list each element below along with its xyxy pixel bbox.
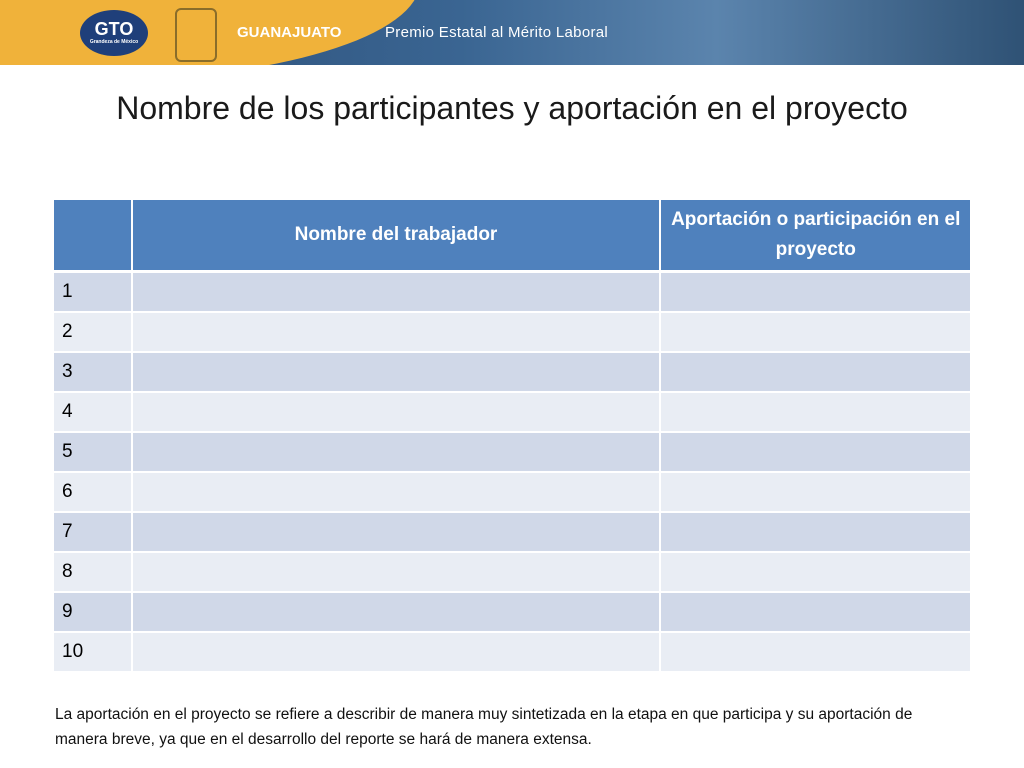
contribution-cell	[659, 551, 972, 593]
contribution-cell	[659, 351, 972, 393]
row-number: 9	[52, 591, 133, 633]
row-number: 5	[52, 431, 133, 473]
title: Nombre de los participantes y aportación…	[116, 90, 908, 126]
name-cell	[130, 471, 662, 513]
row-number: 7	[52, 511, 133, 553]
name-cell	[130, 591, 662, 633]
table-row: 2	[52, 311, 972, 353]
contribution-cell	[659, 591, 972, 633]
name-cell	[130, 511, 662, 553]
contribution-cell	[659, 511, 972, 553]
row-number: 8	[52, 551, 133, 593]
table-row: 8	[52, 551, 972, 593]
table-row: 3	[52, 351, 972, 393]
row-number: 2	[52, 311, 133, 353]
contribution-cell	[659, 431, 972, 473]
contribution-cell	[659, 270, 972, 313]
column-header	[52, 198, 133, 273]
logo-subtitle: Grandeza de México	[89, 39, 139, 45]
contribution-cell	[659, 311, 972, 353]
name-cell	[130, 311, 662, 353]
row-number: 4	[52, 391, 133, 433]
table: Nombre del trabajador Aportación o partic…	[52, 198, 972, 673]
row-number: 3	[52, 351, 133, 393]
contribution-cell	[659, 631, 972, 673]
banner: GTO Grandeza de México GUANAJUATO Premio …	[0, 0, 1024, 65]
seal	[175, 8, 217, 62]
footnote: La aportación en el proyecto se refiere …	[55, 706, 913, 748]
column-header: Nombre del trabajador	[130, 198, 662, 273]
row-number: 10	[52, 631, 133, 673]
name-cell	[130, 270, 662, 313]
name-cell	[130, 631, 662, 673]
program-name: Premio Estatal al Mérito Laboral	[385, 24, 609, 41]
table-row: 9	[52, 591, 972, 633]
table-row: 4	[52, 391, 972, 433]
table-row: 10	[52, 631, 972, 673]
name-cell	[130, 351, 662, 393]
table-row: 5	[52, 431, 972, 473]
logo: GTO Grandeza de México	[80, 10, 148, 56]
table-row: 6	[52, 471, 972, 513]
row-number: 6	[52, 471, 133, 513]
column-header: Aportación o participación en el proyect…	[659, 198, 972, 273]
state-name: GUANAJUATO	[237, 24, 342, 41]
table-row: 7	[52, 511, 972, 553]
name-cell	[130, 391, 662, 433]
row-number: 1	[52, 270, 133, 313]
table-row: 1	[52, 270, 972, 313]
table-body: 1 2 3 4 5 6 7 8 9 10	[52, 270, 972, 673]
logo-text: GTO	[94, 19, 134, 39]
contribution-cell	[659, 391, 972, 433]
name-cell	[130, 431, 662, 473]
name-cell	[130, 551, 662, 593]
header-row: Nombre del trabajador Aportación o partic…	[52, 198, 972, 273]
contribution-cell	[659, 471, 972, 513]
